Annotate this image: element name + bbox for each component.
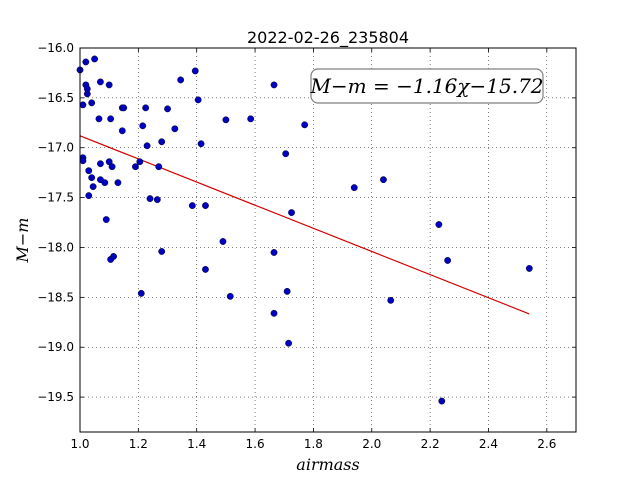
data-point: [97, 160, 104, 168]
fit-line-layer: [79, 135, 530, 315]
axis-ticks: [79, 47, 576, 432]
data-point: [108, 163, 116, 171]
plot-frame: [79, 47, 577, 433]
data-point: [83, 85, 91, 93]
data-point: [105, 158, 113, 166]
data-points: [76, 55, 533, 405]
data-point: [142, 104, 150, 112]
data-point: [155, 163, 163, 171]
data-point: [107, 115, 115, 123]
data-point: [194, 96, 202, 104]
data-point: [79, 101, 87, 109]
data-point: [282, 150, 290, 158]
data-point: [380, 176, 387, 184]
data-point: [288, 209, 295, 216]
fit-annotation: M−m = −1.16χ−15.72: [309, 68, 544, 104]
x-tick-label: 1.2: [129, 437, 148, 451]
data-point: [444, 257, 452, 264]
data-point: [102, 216, 110, 223]
data-point: [79, 157, 87, 165]
y-tick-label: −18.5: [37, 290, 74, 304]
data-point: [226, 292, 234, 300]
y-axis-label: M−m: [13, 218, 32, 264]
data-point: [177, 76, 185, 84]
data-point: [435, 221, 443, 228]
data-point: [222, 116, 230, 124]
data-point: [114, 179, 122, 187]
data-point: [387, 296, 395, 304]
data-point: [164, 105, 171, 113]
data-point: [132, 163, 139, 171]
data-point: [91, 55, 98, 63]
data-point: [283, 287, 291, 295]
data-point: [301, 121, 309, 129]
x-tick-label: 2.4: [479, 437, 498, 451]
data-point: [202, 266, 209, 273]
data-point: [136, 158, 144, 166]
x-tick-label: 2.2: [421, 437, 440, 451]
y-tick-label: −17.0: [37, 141, 74, 155]
y-tick-label: −16.0: [37, 41, 74, 55]
data-point: [85, 167, 93, 175]
data-point: [105, 81, 113, 89]
x-tick-label: 1.8: [304, 437, 323, 451]
y-tick-label: −19.5: [37, 390, 74, 404]
x-tick-label: 2.6: [537, 437, 556, 451]
data-point: [188, 202, 196, 209]
data-point: [82, 58, 90, 66]
data-point: [158, 248, 166, 255]
data-point: [101, 179, 109, 187]
x-tick-label: 1.0: [70, 437, 89, 451]
data-point: [85, 192, 93, 200]
data-point: [153, 196, 161, 204]
data-point: [137, 289, 145, 297]
data-point: [146, 195, 154, 203]
fit-line: [79, 135, 530, 315]
data-point: [270, 249, 278, 256]
data-point: [285, 339, 293, 347]
y-tick-label: −17.5: [37, 191, 74, 205]
data-point: [525, 265, 533, 272]
data-point: [97, 78, 104, 86]
data-point: [120, 104, 128, 112]
chart-title: 2022-02-26_235804: [247, 28, 409, 48]
data-point: [202, 202, 209, 209]
x-tick-label: 1.4: [187, 437, 206, 451]
data-point: [350, 184, 358, 192]
y-tick-labels: −16.0 −16.5 −17.0 −17.5 −18.0 −18.5 −19.0 −19.5: [37, 41, 74, 404]
y-tick-label: −18.0: [37, 240, 74, 254]
fit-equation-text: M−m = −1.16χ−15.72: [309, 74, 543, 98]
y-tick-label: −16.5: [37, 91, 74, 105]
data-point: [191, 67, 199, 75]
data-point: [89, 183, 97, 191]
data-point: [171, 125, 179, 133]
data-point: [270, 81, 278, 89]
data-point: [88, 99, 96, 107]
data-point: [143, 142, 151, 150]
x-tick-label: 2.0: [362, 437, 381, 451]
x-tick-labels: 1.0 1.2 1.4 1.6 1.8 2.0 2.2 2.4 2.6: [70, 437, 556, 451]
annotation-box: [310, 68, 544, 104]
data-point: [110, 253, 117, 260]
data-point: [88, 174, 96, 182]
data-point: [139, 122, 147, 130]
data-point: [219, 238, 227, 245]
x-tick-label: 1.6: [246, 437, 265, 451]
y-tick-label: −19.0: [37, 340, 74, 354]
data-point: [95, 115, 103, 123]
data-point: [438, 397, 446, 405]
data-point: [118, 127, 126, 135]
x-axis-label: airmass: [296, 455, 359, 474]
data-point: [158, 138, 166, 146]
data-point: [270, 309, 278, 317]
data-point: [247, 115, 255, 123]
data-point: [197, 140, 205, 148]
